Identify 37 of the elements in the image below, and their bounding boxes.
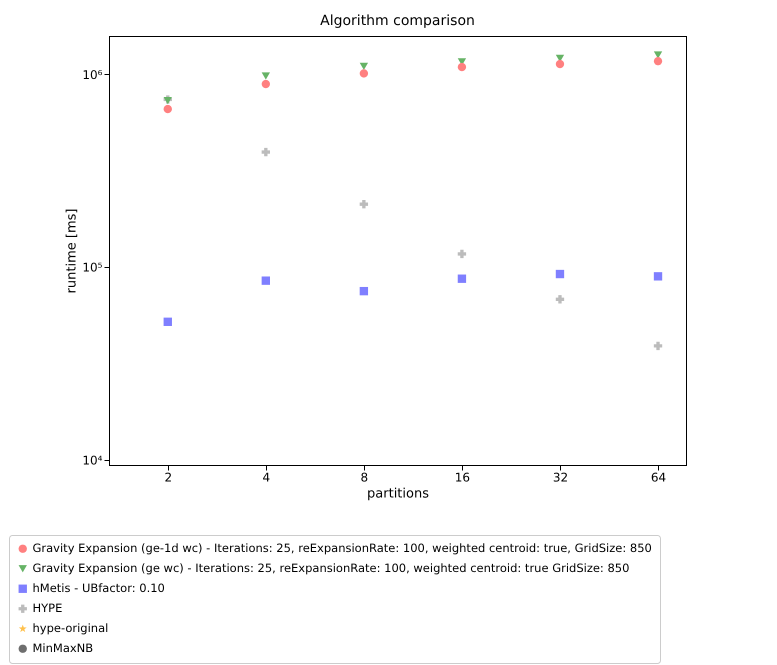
point	[458, 62, 466, 72]
point	[262, 276, 270, 285]
point	[360, 62, 368, 70]
x-axis-title: partitions	[367, 486, 430, 502]
x-tick-label: 32	[552, 470, 568, 484]
y-tick-label: 10⁶	[82, 68, 103, 82]
point	[458, 274, 466, 283]
y-tick-label: 10⁴	[82, 453, 103, 468]
legend-label: hype-original	[32, 620, 108, 635]
point	[360, 286, 368, 296]
point	[262, 148, 270, 156]
point	[262, 80, 270, 88]
point	[458, 250, 466, 258]
x-tick-label: 8	[360, 470, 368, 484]
point	[360, 69, 368, 78]
point	[556, 295, 564, 304]
legend-label: Gravity Expansion (ge wc) - Iterations: 25, reExpansionRate: 100, weighted centroid: true GridSize: 850	[32, 560, 630, 575]
legend-label: Gravity Expansion (ge-1d wc) - Iterations: 25, reExpansionRate: 100, weighted centroid: true, GridSize: 850	[32, 540, 652, 555]
x-tick-label: 2	[164, 470, 172, 484]
point	[654, 342, 662, 350]
legend-label: HYPE	[32, 600, 62, 615]
x-tick-label: 4	[262, 470, 270, 484]
legend-label: hMetis - UBfactor: 0.10	[32, 580, 165, 595]
point	[556, 60, 564, 68]
point	[262, 72, 270, 80]
point	[654, 272, 662, 281]
chart-title: Algorithm comparison	[320, 13, 475, 29]
x-tick-label: 64	[650, 470, 666, 484]
point	[164, 104, 172, 114]
point	[164, 318, 172, 326]
y-tick-label: 10⁵	[82, 260, 103, 275]
y-axis-title: runtime [ms]	[64, 208, 80, 294]
point	[556, 270, 564, 278]
point	[654, 56, 662, 66]
legend-label: MinMaxNB	[32, 640, 94, 655]
point	[360, 200, 368, 208]
x-tick-label: 16	[454, 470, 470, 484]
